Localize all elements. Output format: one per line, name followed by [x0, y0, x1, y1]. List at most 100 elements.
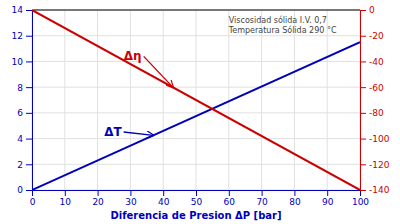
tick-mark	[26, 87, 32, 88]
tick-label: 0	[369, 5, 375, 15]
tick-label: 8	[17, 83, 23, 93]
x-axis: 0 10 20 30 40 50 60 70 80 90 100	[30, 190, 370, 207]
tick-mark	[360, 61, 366, 62]
grid-line	[32, 138, 360, 139]
tick-label: 100	[352, 197, 369, 207]
tick: 10	[12, 57, 32, 67]
tick-label: 50	[191, 197, 203, 207]
tick-mark	[26, 139, 32, 140]
tick-label: 90	[322, 197, 334, 207]
tick: 70	[256, 190, 268, 207]
tick-label: -20	[369, 31, 384, 41]
plot: 0 10 20 30 40 50 60 70 80 90 100 0 2 4 6 8 10 12 14 0 -20 -40…	[12, 5, 390, 207]
tick-mark	[26, 190, 32, 191]
lines	[32, 10, 360, 190]
tick: 0	[17, 185, 32, 195]
tick-label: 10	[12, 57, 24, 67]
tick-mark	[26, 36, 32, 37]
tick-mark	[360, 190, 366, 191]
series-labels: ΔT Δη	[104, 49, 173, 139]
axis-line	[26, 11, 33, 191]
axis-line	[33, 191, 361, 197]
chart-container: 0 10 20 30 40 50 60 70 80 90 100 0 2 4 6 8 10 12 14 0 -20 -40…	[0, 0, 400, 224]
tick: 80	[289, 190, 301, 207]
tick-label: 30	[125, 197, 137, 207]
tick: 30	[125, 190, 137, 207]
tick: 100	[352, 190, 369, 207]
tick-label: 0	[30, 197, 36, 207]
grid-line	[130, 10, 131, 190]
tick-label: 10	[60, 197, 72, 207]
tick-label: -60	[369, 83, 384, 93]
tick-label: 40	[158, 197, 170, 207]
tick: -120	[360, 160, 390, 170]
tick-mark	[26, 113, 32, 114]
x-axis-label: Diferencia de Presion ΔP [bar]	[110, 210, 281, 221]
tick-label: -140	[369, 185, 390, 195]
tick: 90	[322, 190, 334, 207]
tick-label: -80	[369, 108, 384, 118]
tick: 0	[360, 5, 375, 15]
grid-line	[97, 10, 98, 190]
tick-mark	[26, 10, 32, 11]
grid-line	[261, 10, 262, 190]
tick: 0	[30, 190, 36, 207]
tick: 60	[224, 190, 236, 207]
grid-line	[163, 10, 164, 190]
frame-top	[32, 10, 360, 11]
line	[32, 42, 360, 190]
grid-line	[228, 10, 229, 190]
grid-line	[32, 112, 360, 113]
tick: 8	[17, 83, 32, 93]
tick-mark	[196, 190, 197, 196]
tick-mark	[360, 113, 366, 114]
series-label: ΔT	[104, 125, 122, 139]
axis-line	[361, 11, 367, 191]
tick-label: 14	[12, 5, 24, 15]
tick-label: -40	[369, 57, 384, 67]
tick: 40	[158, 190, 170, 207]
tick-mark	[360, 164, 366, 165]
series-label: Δη	[124, 49, 142, 63]
grid	[32, 10, 360, 190]
tick-label: -100	[369, 134, 390, 144]
annotation: Viscosidad sólida I.V. 0,7Temperatura Só…	[228, 15, 337, 35]
tick-label: -120	[369, 160, 390, 170]
chart: 0 10 20 30 40 50 60 70 80 90 100 0 2 4 6 8 10 12 14 0 -20 -40…	[0, 0, 400, 224]
tick-label: 2	[17, 160, 23, 170]
tick-label: 60	[224, 197, 236, 207]
grid-line	[32, 61, 360, 62]
tick: -20	[360, 31, 384, 41]
tick-label: 20	[92, 197, 104, 207]
grid-line	[32, 87, 360, 88]
tick: 2	[17, 160, 32, 170]
tick: -40	[360, 57, 384, 67]
tick-mark	[360, 139, 366, 140]
tick: 4	[17, 134, 32, 144]
tick: 6	[17, 108, 32, 118]
grid-line	[64, 10, 65, 190]
arrow	[124, 132, 154, 135]
tick: -80	[360, 108, 384, 118]
tick-mark	[26, 164, 32, 165]
tick: 20	[92, 190, 104, 207]
grid-line	[294, 10, 295, 190]
tick-label: 4	[17, 134, 23, 144]
tick-label: 12	[12, 31, 23, 41]
grid-line	[327, 10, 328, 190]
tick-mark	[327, 190, 328, 196]
tick-mark	[262, 190, 263, 196]
grid-line	[32, 10, 360, 11]
tick-mark	[294, 190, 295, 196]
tick: -140	[360, 185, 390, 195]
tick-mark	[98, 190, 99, 196]
y-axis: 0 2 4 6 8 10 12 14	[12, 5, 33, 195]
y2-axis: 0 -20 -40 -60 -80 -100 -120 -140	[360, 5, 390, 195]
arrow	[144, 56, 173, 87]
tick: -60	[360, 83, 384, 93]
tick-mark	[130, 190, 131, 196]
tick-label: 70	[256, 197, 268, 207]
tick: 10	[60, 190, 72, 207]
tick-mark	[360, 87, 366, 88]
tick-label: 6	[17, 108, 23, 118]
